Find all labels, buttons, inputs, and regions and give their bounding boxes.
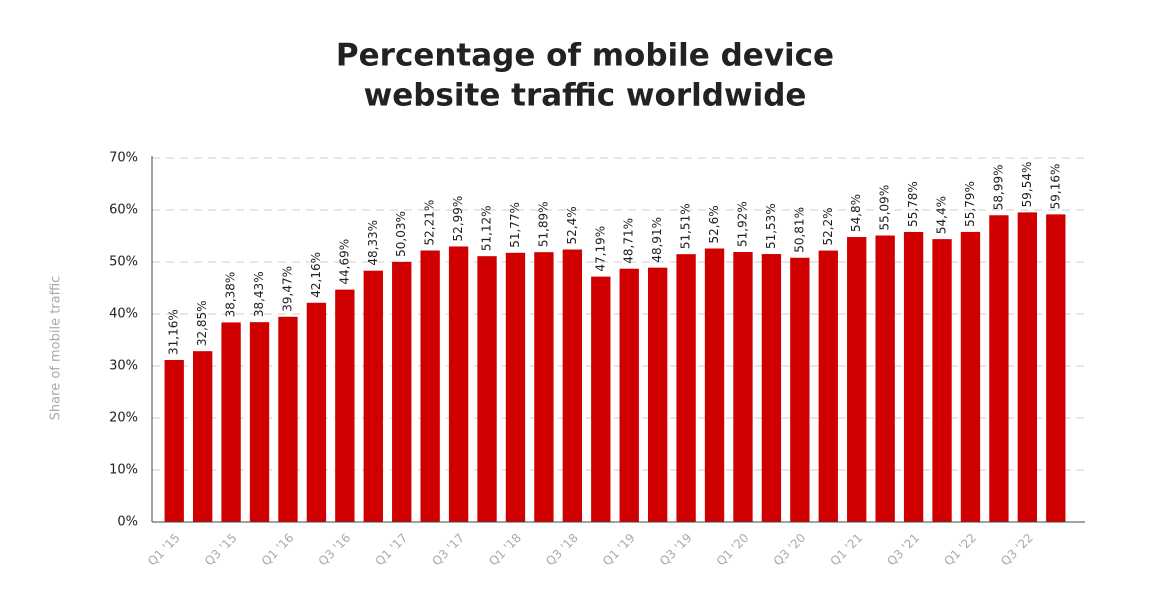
value-label: 44,69% [337, 239, 351, 285]
value-label: 42,16% [309, 252, 323, 298]
y-axis-label: Share of mobile traffic [49, 276, 64, 421]
bar [192, 351, 213, 522]
value-label: 58,99% [991, 164, 1005, 210]
value-label: 59,54% [1020, 162, 1034, 208]
value-label: 52,6% [707, 205, 721, 243]
bar [960, 231, 981, 522]
bar [278, 316, 298, 522]
bar [790, 257, 810, 522]
bar [591, 276, 611, 522]
bar [989, 215, 1009, 522]
value-label: 52,21% [423, 200, 437, 246]
y-tick-label: 10% [109, 463, 138, 478]
bar [932, 239, 952, 522]
bar [534, 252, 554, 522]
bar [505, 252, 526, 522]
value-label: 48,33% [366, 220, 380, 266]
bar [1017, 212, 1038, 522]
value-label: 50,03% [394, 211, 408, 257]
y-tick-label: 70% [109, 151, 138, 166]
chart-title: Percentage of mobile device [336, 38, 834, 74]
value-label: 59,16% [1048, 164, 1062, 210]
bar [420, 250, 440, 522]
bar [1046, 214, 1066, 523]
chart-title: website traffic worldwide [364, 78, 807, 114]
bar [619, 268, 639, 522]
value-label: 51,92% [735, 201, 749, 247]
value-label: 52,2% [821, 207, 835, 245]
bar [847, 237, 867, 523]
bar [164, 359, 184, 522]
bar [647, 267, 668, 522]
bar [306, 302, 327, 522]
value-label: 50,81% [792, 207, 806, 253]
value-label: 48,91% [650, 217, 664, 263]
bar [363, 270, 383, 522]
value-label: 39,47% [280, 266, 294, 312]
value-label: 54,4% [935, 196, 949, 234]
y-tick-label: 40% [109, 307, 138, 322]
value-label: 47,19% [593, 226, 607, 272]
bar [221, 322, 241, 522]
bar [903, 231, 924, 522]
bar [704, 248, 725, 523]
y-tick-label: 30% [109, 359, 138, 374]
bar [761, 254, 782, 522]
value-label: 55,78% [906, 181, 920, 227]
value-label: 51,89% [536, 201, 550, 247]
value-label: 51,51% [679, 203, 693, 249]
bar [448, 246, 469, 522]
bar [392, 261, 412, 522]
value-label: 55,79% [963, 181, 977, 227]
bar [562, 249, 583, 522]
bar [676, 254, 696, 522]
y-tick-label: 50% [109, 255, 138, 270]
y-tick-label: 0% [117, 515, 138, 530]
value-label: 32,85% [195, 300, 209, 346]
bar [818, 250, 838, 522]
value-label: 38,38% [224, 272, 238, 318]
bar [733, 252, 753, 523]
value-label: 54,8% [849, 194, 863, 232]
value-label: 31,16% [167, 309, 181, 355]
bar [477, 256, 497, 522]
y-tick-label: 60% [109, 203, 138, 218]
value-label: 51,53% [764, 203, 778, 249]
value-label: 55,09% [878, 185, 892, 231]
value-label: 48,71% [622, 218, 636, 264]
bar [335, 289, 355, 522]
value-label: 52,4% [565, 206, 579, 244]
value-label: 38,43% [252, 271, 266, 317]
value-label: 51,77% [508, 202, 522, 248]
value-label: 52,99% [451, 196, 465, 242]
bar [875, 235, 895, 523]
bar [249, 322, 270, 522]
value-label: 51,12% [480, 205, 494, 251]
y-tick-label: 20% [109, 411, 138, 426]
